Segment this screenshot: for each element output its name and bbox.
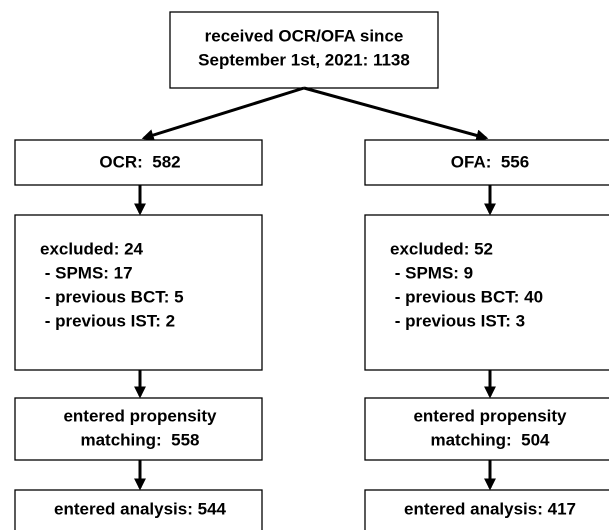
propensity-text: entered propensity — [413, 406, 567, 425]
group-header: OCR: 582 — [99, 152, 180, 171]
group-header: OFA: 556 — [451, 152, 529, 171]
excluded-text: excluded: 52 — [390, 239, 493, 258]
propensity-text: matching: 504 — [430, 430, 550, 449]
top-text: September 1st, 2021: 1138 — [198, 50, 410, 69]
arrow — [303, 86, 489, 142]
analysis-box — [364, 489, 609, 530]
analysis-box — [14, 489, 263, 530]
group-box — [14, 139, 263, 186]
top-box — [169, 11, 439, 89]
excluded-text: - previous BCT: 40 — [390, 287, 543, 306]
group-box — [364, 139, 609, 186]
excluded-box — [364, 214, 609, 371]
excluded-text: - previous BCT: 5 — [40, 287, 184, 306]
propensity-box — [14, 397, 263, 461]
propensity-text: entered propensity — [63, 406, 217, 425]
arrow — [141, 86, 305, 141]
excluded-text: - SPMS: 17 — [40, 263, 133, 282]
top-text: received OCR/OFA since — [205, 26, 404, 45]
excluded-text: - previous IST: 2 — [40, 311, 175, 330]
propensity-text: matching: 558 — [80, 430, 199, 449]
excluded-text: excluded: 24 — [40, 239, 144, 258]
excluded-text: - SPMS: 9 — [390, 263, 473, 282]
analysis-text: entered analysis: 417 — [404, 499, 576, 518]
excluded-text: - previous IST: 3 — [390, 311, 525, 330]
analysis-text: entered analysis: 544 — [54, 499, 227, 518]
propensity-box — [364, 397, 609, 461]
